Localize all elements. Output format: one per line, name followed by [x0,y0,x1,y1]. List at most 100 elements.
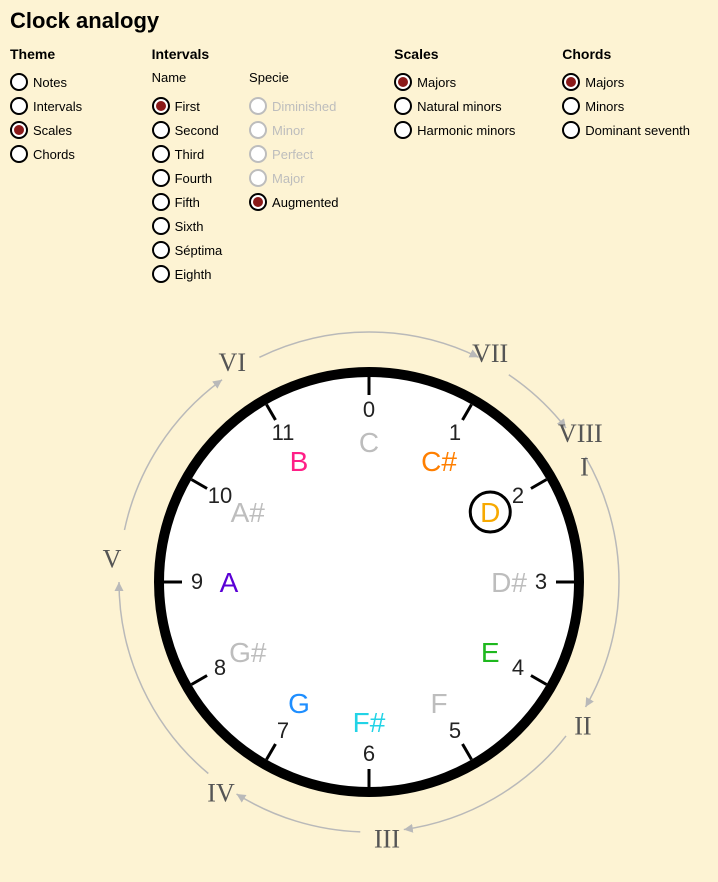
radio-dot-icon [394,97,412,115]
radio-dot-icon [394,73,412,91]
note-label: B [290,446,309,477]
radio-dot-icon [249,145,267,163]
interval-name-option[interactable]: First [152,94,231,118]
radio-dot-icon [152,169,170,187]
note-label: C [359,427,379,458]
theme-option[interactable]: Intervals [10,94,134,118]
chord-option[interactable]: Dominant seventh [562,118,690,142]
interval-specie-option: Minor [249,118,346,142]
interval-specie-option: Major [249,166,346,190]
radio-label: Second [175,123,219,138]
interval-specie-option: Perfect [249,142,346,166]
radio-label: Intervals [33,99,82,114]
chord-option[interactable]: Majors [562,70,690,94]
interval-name-option[interactable]: Eighth [152,262,231,286]
chord-option[interactable]: Minors [562,94,690,118]
hour-number: 7 [277,718,289,743]
radio-label: Third [175,147,205,162]
hour-number: 2 [512,483,524,508]
radio-dot-icon [10,121,28,139]
roman-numeral: VII [472,339,508,368]
note-label: C# [421,446,457,477]
theme-option[interactable]: Notes [10,70,134,94]
radio-dot-icon [562,73,580,91]
radio-label: Chords [33,147,75,162]
scale-option[interactable]: Natural minors [394,94,544,118]
theme-option[interactable]: Chords [10,142,134,166]
intervals-name-label: Name [152,70,231,88]
radio-dot-icon [152,193,170,211]
hour-number: 4 [512,655,524,680]
radio-dot-icon [249,169,267,187]
note-label: D# [491,567,527,598]
roman-numeral: V [103,545,122,574]
controls: Theme Notes Intervals Scales Chords Interva… [10,46,708,286]
page-title: Clock analogy [10,8,708,34]
radio-dot-icon [152,145,170,163]
radio-dot-icon [152,121,170,139]
hour-number: 11 [272,420,295,445]
theme-option[interactable]: Scales [10,118,134,142]
radio-label: Dominant seventh [585,123,690,138]
note-label: A [220,567,239,598]
radio-label: Minors [585,99,624,114]
scale-option[interactable]: Majors [394,70,544,94]
chords-label: Chords [562,46,690,64]
roman-numeral: VIII [558,419,603,448]
note-label: A# [231,497,266,528]
intervals-label: Intervals [152,46,231,64]
radio-dot-icon [10,97,28,115]
interval-name-option[interactable]: Séptima [152,238,231,262]
hour-number: 3 [535,569,547,594]
radio-dot-icon [562,121,580,139]
roman-numeral: I [580,452,589,481]
radio-label: First [175,99,200,114]
scales-label: Scales [394,46,544,64]
hour-number: 5 [449,718,461,743]
radio-label: Augmented [272,195,339,210]
interval-specie-option: Diminished [249,94,346,118]
hour-number: 6 [363,741,375,766]
radio-label: Eighth [175,267,212,282]
hour-number: 9 [191,569,203,594]
interval-name-option[interactable]: Third [152,142,231,166]
radio-label: Scales [33,123,72,138]
radio-label: Notes [33,75,67,90]
hour-number: 1 [449,420,461,445]
note-label: E [481,637,500,668]
note-label: D [480,497,500,528]
radio-dot-icon [10,73,28,91]
roman-numeral: III [374,824,400,853]
hour-number: 0 [363,397,375,422]
note-label: G# [229,637,267,668]
interval-name-option[interactable]: Fourth [152,166,231,190]
radio-label: Diminished [272,99,336,114]
intervals-specie-label: Specie [249,70,346,88]
radio-dot-icon [249,193,267,211]
interval-name-option[interactable]: Second [152,118,231,142]
interval-name-option[interactable]: Sixth [152,214,231,238]
theme-label: Theme [10,46,134,64]
radio-dot-icon [152,241,170,259]
radio-label: Majors [585,75,624,90]
radio-dot-icon [10,145,28,163]
scale-option[interactable]: Harmonic minors [394,118,544,142]
note-label: F# [353,707,386,738]
hour-number: 8 [214,655,226,680]
clock-diagram: 0C1C#2D3D#4E5F6F#7G8G#9A10A#11BIIIIIIIVV… [89,292,649,872]
hour-number: 10 [208,483,232,508]
roman-numeral: VI [219,348,246,377]
radio-dot-icon [562,97,580,115]
roman-numeral: IV [207,778,235,807]
interval-name-option[interactable]: Fifth [152,190,231,214]
radio-label: Perfect [272,147,313,162]
radio-label: Major [272,171,305,186]
roman-numeral: II [574,711,591,740]
radio-label: Harmonic minors [417,123,515,138]
interval-specie-option[interactable]: Augmented [249,190,346,214]
guide-arc [237,794,361,832]
guide-arc [259,332,478,357]
radio-dot-icon [152,217,170,235]
radio-label: Fourth [175,171,213,186]
radio-dot-icon [249,97,267,115]
